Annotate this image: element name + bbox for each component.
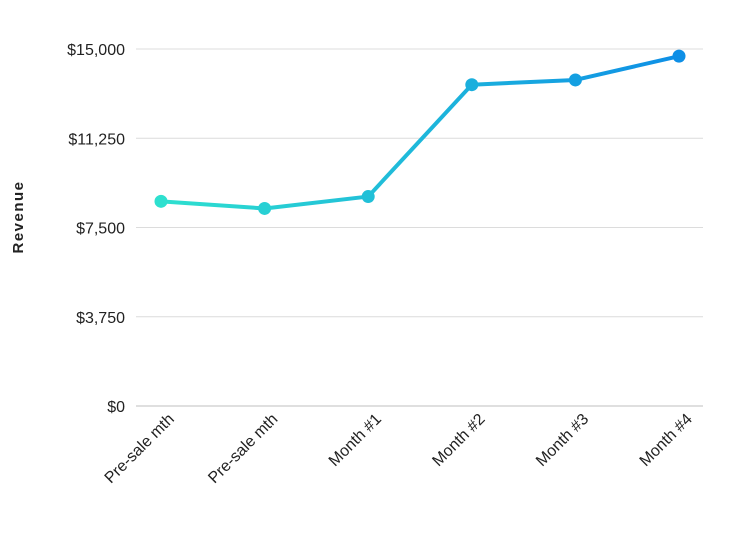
x-tick-label: Pre-sale mth — [102, 411, 178, 487]
data-point[interactable] — [361, 190, 375, 204]
y-tick-label: $15,000 — [67, 42, 125, 59]
x-axis-ticks: Pre-sale mth Pre-sale mth Month #1 Month #2… — [102, 411, 696, 487]
y-axis-title: Revenue — [10, 180, 27, 253]
y-tick-label: $11,250 — [68, 131, 125, 148]
data-point[interactable] — [154, 194, 168, 208]
x-tick-label: Month #3 — [533, 411, 592, 470]
x-tick-label: Month #1 — [326, 411, 385, 470]
x-tick-label: Month #4 — [637, 411, 696, 470]
x-tick-label: Pre-sale mth — [205, 411, 281, 487]
data-point[interactable] — [672, 49, 686, 63]
gridlines — [136, 48, 703, 407]
data-point[interactable] — [258, 201, 272, 215]
data-point[interactable] — [465, 78, 479, 92]
series-revenue — [159, 54, 681, 211]
data-point[interactable] — [568, 73, 582, 87]
y-axis-ticks: $0 $3,750 $7,500 $11,250 $15,000 — [67, 42, 125, 416]
y-tick-label: $3,750 — [76, 310, 125, 327]
y-tick-label: $7,500 — [76, 221, 125, 238]
data-points — [154, 49, 686, 215]
x-tick-label: Month #2 — [429, 411, 488, 470]
y-tick-label: $0 — [107, 399, 125, 416]
series-line — [159, 54, 681, 211]
